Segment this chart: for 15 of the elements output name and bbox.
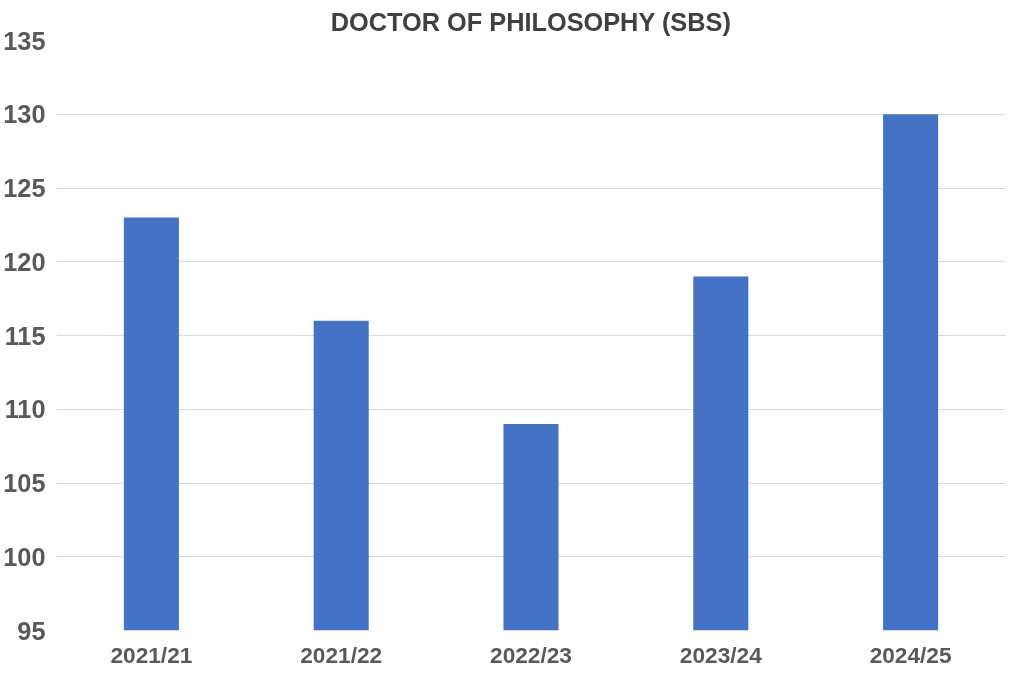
y-tick-label: 95 bbox=[17, 616, 46, 645]
x-tick-label: 2023/24 bbox=[679, 641, 763, 668]
y-tick-label: 100 bbox=[3, 542, 46, 571]
x-tick-label: 2024/25 bbox=[869, 641, 952, 668]
y-tick-label: 130 bbox=[3, 100, 46, 129]
x-tick-label: 2022/23 bbox=[490, 641, 572, 668]
y-tick-label: 110 bbox=[4, 395, 46, 424]
y-tick-label: 125 bbox=[3, 174, 46, 202]
y-tick-label: 135 bbox=[3, 26, 46, 55]
x-tick-label: 2021/21 bbox=[110, 641, 193, 668]
chart-title: DOCTOR OF PHILOSOPHY (SBS) bbox=[330, 7, 731, 36]
x-tick-label: 2021/22 bbox=[300, 641, 383, 668]
y-tick-label: 105 bbox=[3, 469, 46, 497]
y-tick-label: 115 bbox=[4, 321, 46, 350]
y-tick-label: 120 bbox=[3, 247, 46, 276]
